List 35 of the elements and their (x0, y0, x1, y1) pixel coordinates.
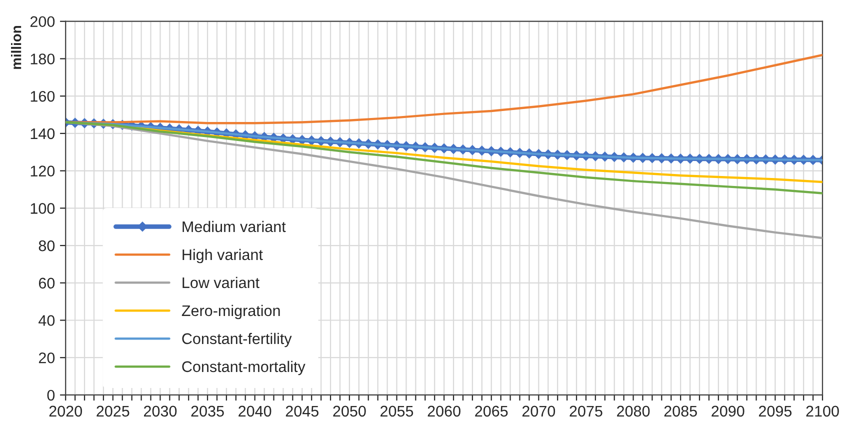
x-tick-label: 2075 (570, 406, 602, 417)
x-tick-label: 2080 (617, 406, 650, 417)
x-tick-label: 2040 (238, 406, 272, 417)
legend-label: High variant (182, 248, 263, 264)
y-tick-label: 40 (38, 315, 55, 326)
legend-label: Low variant (182, 276, 260, 288)
legend-label: Medium variant (182, 220, 286, 232)
y-tick-label: 120 (30, 166, 55, 176)
y-tick-label: 20 (38, 352, 55, 364)
y-axis-title: million (11, 26, 22, 69)
y-tick-label: 180 (30, 54, 55, 64)
legend-label: Zero-migration (182, 304, 280, 320)
legend-label: Constant-mortality (182, 360, 306, 376)
y-tick-label: 100 (30, 203, 55, 214)
x-tick-label: 2095 (758, 406, 792, 417)
y-tick-label: 60 (38, 278, 55, 289)
x-tick-label: 2085 (664, 406, 697, 417)
x-tick-label: 2035 (191, 406, 224, 417)
x-tick-label: 2055 (380, 406, 414, 417)
x-tick-label: 2090 (712, 406, 744, 417)
x-tick-label: 2020 (49, 406, 82, 417)
y-tick-label: 0 (47, 390, 55, 401)
x-tick-label: 2060 (428, 406, 460, 417)
y-tick-label: 200 (30, 16, 55, 28)
y-tick-label: 80 (38, 240, 55, 252)
x-tick-label: 2030 (144, 406, 177, 417)
legend-label: Constant-fertility (182, 332, 292, 348)
x-tick-label: 2045 (286, 406, 318, 417)
x-tick-label: 2065 (475, 406, 508, 417)
x-tick-label: 2025 (96, 406, 130, 417)
x-tick-label: 2050 (333, 406, 366, 417)
x-tick-label: 2070 (522, 406, 556, 417)
x-tick-label: 2100 (806, 406, 839, 417)
y-tick-label: 160 (30, 90, 55, 102)
y-tick-label: 140 (30, 128, 55, 140)
